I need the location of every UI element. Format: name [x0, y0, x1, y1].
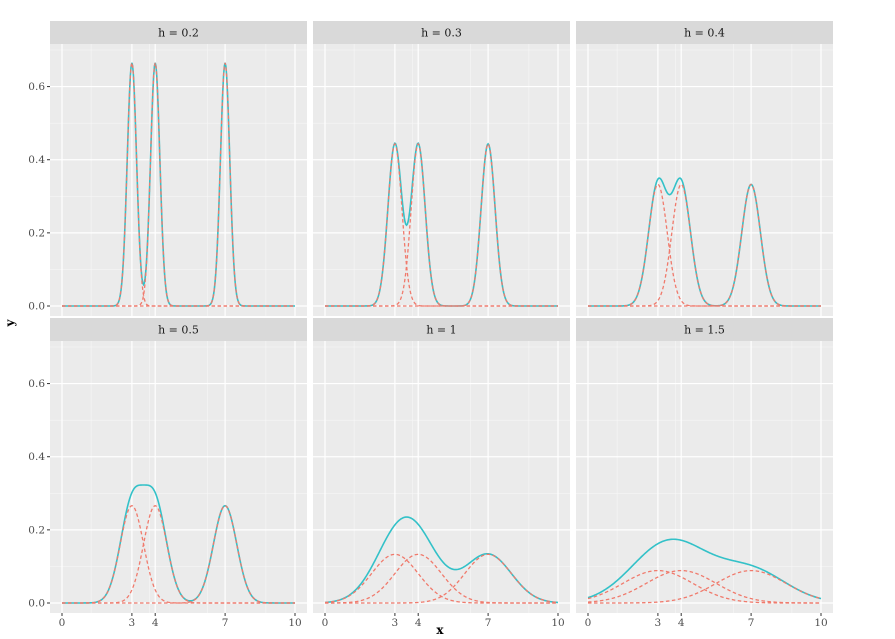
kernel-component-line	[62, 505, 295, 604]
y-tick-label: 0.0	[28, 301, 45, 313]
facet-panel: h = 0.5 0.0 0.2 0.4 0.6 0 3 4 7 10	[28, 318, 307, 629]
panel-background	[313, 44, 570, 316]
x-tick-label: 0	[59, 617, 66, 629]
panel-background	[50, 341, 307, 613]
x-tick-label: 0	[585, 617, 592, 629]
x-axis-title: x	[436, 623, 444, 637]
kernel-component-line	[325, 142, 558, 307]
facet-strip-label: h = 0.2	[158, 27, 199, 40]
facet-strip	[576, 318, 833, 341]
facet-strip-label: h = 0.3	[421, 27, 462, 40]
kernel-component-line	[325, 553, 558, 604]
x-tick-label: 0	[322, 617, 329, 629]
kernel-component-line	[62, 505, 295, 604]
kernel-component-line	[62, 62, 295, 307]
facet-strip	[313, 318, 570, 341]
kernel-component-line	[588, 183, 821, 307]
y-tick-label: 0.0	[28, 598, 45, 610]
y-tick-label: 0.6	[28, 81, 45, 93]
panel-background	[576, 341, 833, 613]
panel-background	[576, 44, 833, 316]
kernel-component-line	[325, 553, 559, 604]
facet-strip-label: h = 1.5	[684, 324, 725, 337]
x-tick-label: 7	[222, 617, 229, 629]
density-sum-line	[587, 538, 822, 600]
x-tick-label: 10	[814, 617, 827, 629]
facet-panel: h = 1 0 3 4 7 10	[313, 318, 570, 629]
y-tick-label: 0.2	[28, 227, 45, 239]
facet-panel: h = 0.3	[313, 21, 570, 316]
facet-panel: h = 0.4	[576, 21, 833, 316]
kernel-component-line	[588, 569, 822, 604]
x-tick-label: 4	[152, 617, 159, 629]
x-tick-label: 7	[485, 617, 492, 629]
y-tick-label: 0.4	[28, 154, 45, 166]
x-tick-label: 4	[415, 617, 422, 629]
x-tick-label: 3	[129, 617, 136, 629]
facet-strip	[50, 318, 307, 341]
y-tick-label: 0.6	[28, 378, 45, 390]
y-axis-title: y	[3, 318, 17, 327]
facet-panel: h = 0.2 0.0 0.2 0.4 0.6	[28, 21, 307, 316]
x-tick-label: 3	[655, 617, 662, 629]
x-tick-label: 10	[551, 617, 564, 629]
y-tick-label: 0.4	[28, 451, 45, 463]
facet-strip-label: h = 0.5	[158, 324, 199, 337]
facet-strip-label: h = 0.4	[684, 27, 725, 40]
facet-strip	[50, 21, 307, 44]
x-tick-label: 7	[748, 617, 755, 629]
facet-strip	[576, 21, 833, 44]
y-tick-label: 0.2	[28, 524, 45, 536]
x-tick-label: 3	[392, 617, 399, 629]
facet-panel: h = 1.5 0 3 4 7 10	[576, 318, 833, 629]
facet-strip-label: h = 1	[426, 324, 456, 337]
panel-background	[50, 44, 307, 316]
x-tick-label: 4	[678, 617, 685, 629]
facet-strip	[313, 21, 570, 44]
panel-background	[313, 341, 570, 613]
kernel-component-line	[587, 569, 821, 604]
x-tick-label: 10	[288, 617, 301, 629]
